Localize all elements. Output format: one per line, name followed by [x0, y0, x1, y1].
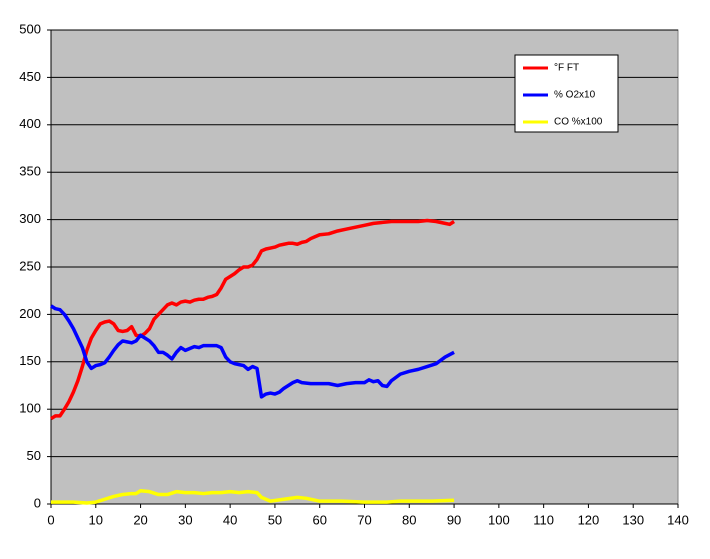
x-tick-label: 40 — [223, 512, 237, 527]
x-tick-label: 0 — [47, 512, 54, 527]
y-tick-label: 250 — [19, 258, 41, 273]
x-tick-label: 140 — [667, 512, 689, 527]
x-tick-label: 130 — [622, 512, 644, 527]
y-tick-label: 150 — [19, 353, 41, 368]
series-line — [50, 218, 456, 421]
x-tick-label: 90 — [447, 512, 461, 527]
legend-label: °F FT — [554, 63, 579, 74]
y-tick-label: 0 — [34, 495, 41, 510]
x-tick-label: 80 — [402, 512, 416, 527]
y-tick-label: 200 — [19, 306, 41, 321]
x-tick-label: 70 — [357, 512, 371, 527]
x-tick-label: 30 — [178, 512, 192, 527]
x-tick-label: 20 — [133, 512, 147, 527]
x-tick-label: 120 — [578, 512, 600, 527]
x-tick-label: 60 — [312, 512, 326, 527]
y-tick-label: 300 — [19, 211, 41, 226]
x-tick-label: 10 — [89, 512, 103, 527]
y-tick-label: 450 — [19, 69, 41, 84]
x-tick-label: 100 — [488, 512, 510, 527]
y-tick-label: 400 — [19, 116, 41, 131]
series-line — [51, 488, 455, 505]
y-tick-label: 350 — [19, 164, 41, 179]
x-tick-label: 50 — [268, 512, 282, 527]
legend: °F FT % O2x10 CO %x100 — [514, 54, 619, 133]
legend-label: % O2x10 — [554, 90, 596, 101]
y-tick-label: 500 — [19, 21, 41, 36]
legend-label: CO %x100 — [554, 117, 603, 128]
series-line — [50, 304, 455, 399]
x-tick-label: 110 — [533, 512, 554, 527]
y-tick-label: 100 — [19, 401, 41, 416]
y-tick-label: 50 — [27, 448, 41, 463]
